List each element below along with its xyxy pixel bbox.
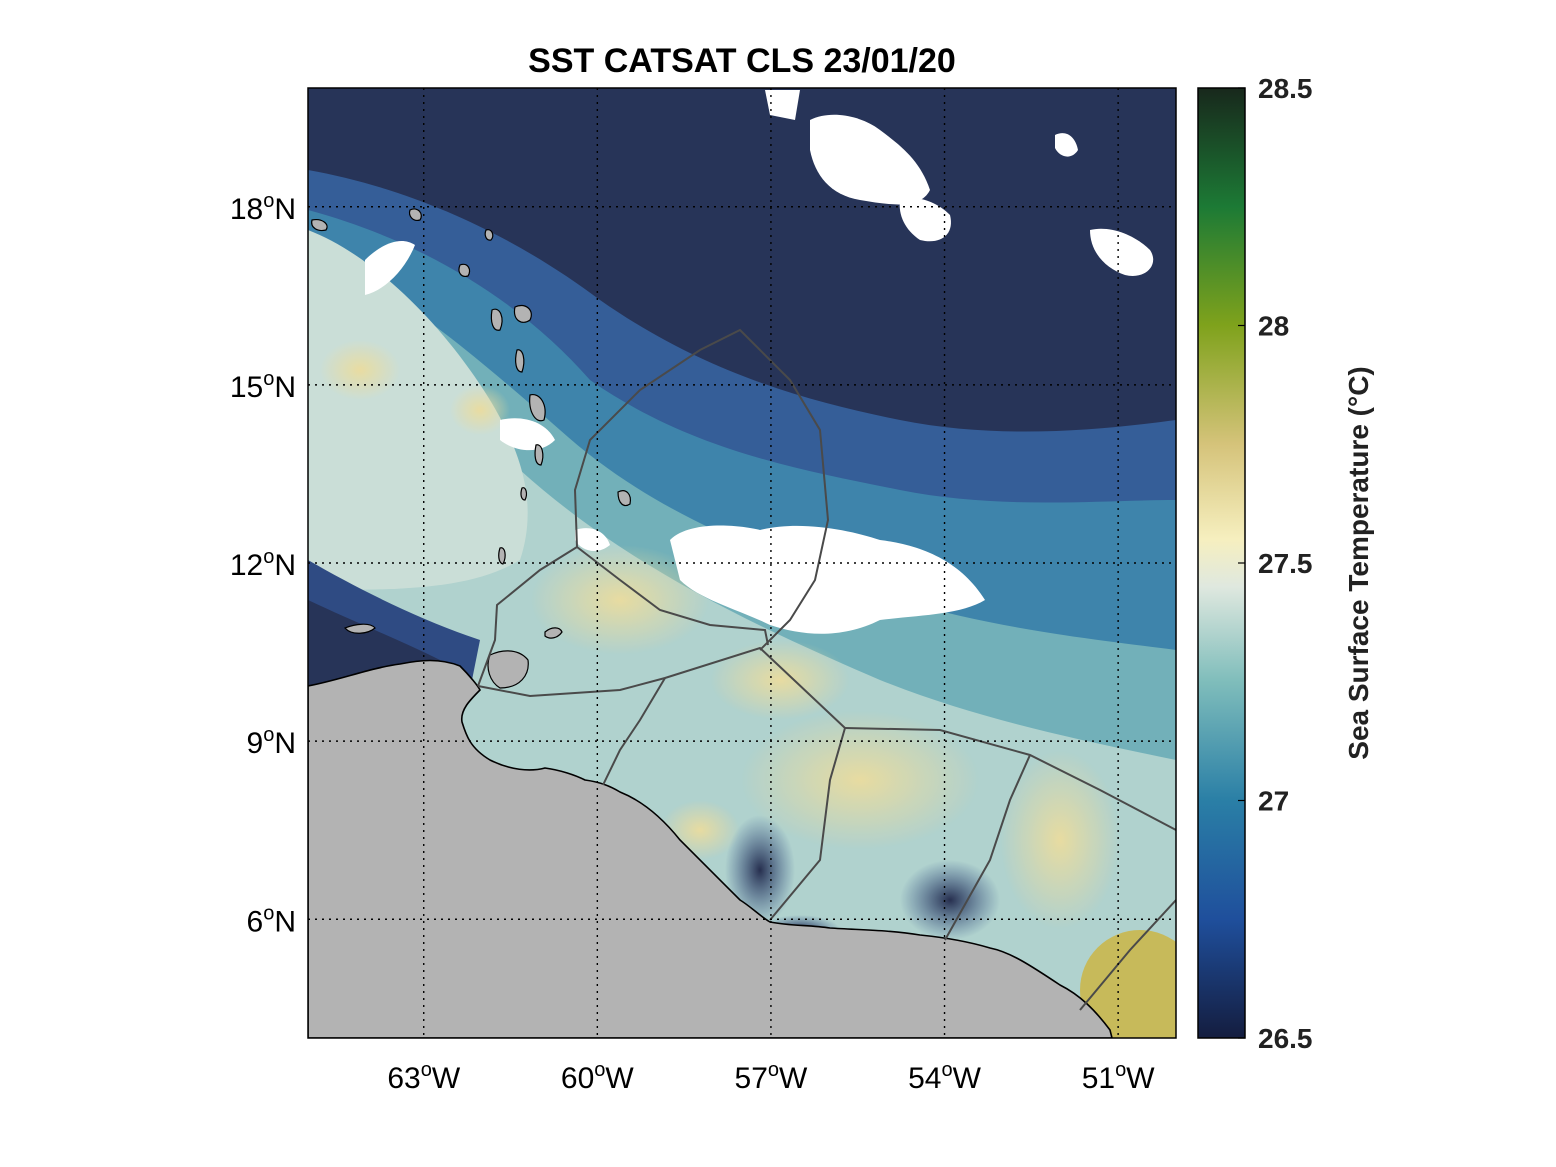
cloud-patch bbox=[575, 528, 610, 552]
antilles-island bbox=[513, 304, 532, 323]
colorbar-tick-label: 28.5 bbox=[1258, 73, 1313, 104]
latitude-tick-labels: 18oN 15oN 12oN 9oN 6oN bbox=[230, 190, 296, 939]
cloud-patch bbox=[670, 525, 985, 634]
latitude-tick-label: 18oN bbox=[230, 190, 296, 226]
eez-boundary bbox=[477, 546, 578, 687]
longitude-tick-label: 51oW bbox=[1082, 1059, 1156, 1095]
latitude-tick-label: 12oN bbox=[230, 546, 296, 582]
longitude-tick-label: 63oW bbox=[387, 1059, 461, 1095]
cloud-patch bbox=[899, 198, 951, 242]
latitude-tick-label: 9oN bbox=[247, 724, 296, 760]
colorbar-tick-label: 27 bbox=[1258, 786, 1289, 817]
longitude-tick-label: 54oW bbox=[908, 1059, 982, 1095]
antilles-island bbox=[484, 229, 494, 241]
antilles-island bbox=[534, 444, 544, 466]
colorbar-tick-label: 28 bbox=[1258, 311, 1289, 342]
cloud-patch bbox=[810, 114, 930, 205]
colorbar bbox=[1197, 87, 1246, 1039]
antilles-island bbox=[408, 208, 422, 221]
latitude-tick-label: 6oN bbox=[247, 902, 296, 938]
eez-boundary bbox=[1079, 899, 1176, 1011]
south-america-land bbox=[308, 659, 1113, 1038]
antilles-island bbox=[490, 308, 503, 331]
antilles-island bbox=[311, 219, 328, 232]
antilles-island bbox=[458, 263, 471, 277]
trinidad-island bbox=[487, 650, 529, 689]
longitude-tick-label: 57oW bbox=[735, 1059, 809, 1095]
map-title: SST CATSAT CLS 23/01/20 bbox=[528, 42, 956, 80]
map-frame bbox=[307, 87, 1177, 1039]
barbados-island bbox=[617, 490, 631, 507]
eez-boundary bbox=[477, 646, 846, 729]
sst-field bbox=[308, 88, 1176, 1038]
eez-boundary bbox=[602, 677, 666, 786]
cloud-patch bbox=[500, 418, 555, 451]
latitude-tick-label: 15oN bbox=[230, 368, 296, 404]
tobago-island bbox=[544, 627, 563, 639]
colorbar-tick-label: 26.5 bbox=[1258, 1023, 1313, 1054]
eez-boundary bbox=[573, 328, 830, 651]
colorbar-tick-label: 27.5 bbox=[1258, 548, 1313, 579]
cloud-patch bbox=[765, 90, 800, 120]
eez-boundary bbox=[944, 754, 1031, 941]
antilles-island bbox=[520, 487, 528, 501]
colorbar-label: Sea Surface Temperature (°C) bbox=[1343, 366, 1374, 759]
map-gridlines bbox=[308, 88, 1176, 1038]
antilles-island bbox=[343, 623, 376, 634]
longitude-tick-label: 60oW bbox=[561, 1059, 635, 1095]
antilles-island bbox=[529, 394, 546, 422]
antilles-island bbox=[515, 349, 525, 373]
antilles-island bbox=[498, 547, 506, 565]
cloud-patch bbox=[1090, 228, 1154, 276]
eez-boundary bbox=[576, 546, 769, 646]
cloud-patch bbox=[365, 240, 415, 295]
cloud-patch bbox=[1055, 133, 1078, 157]
eez-boundary bbox=[769, 727, 846, 921]
colorbar-tick-labels: 26.5 27 27.5 28 28.5 bbox=[1238, 73, 1313, 1054]
longitude-tick-labels: 63oW 60oW 57oW 54oW 51oW bbox=[387, 1059, 1155, 1095]
